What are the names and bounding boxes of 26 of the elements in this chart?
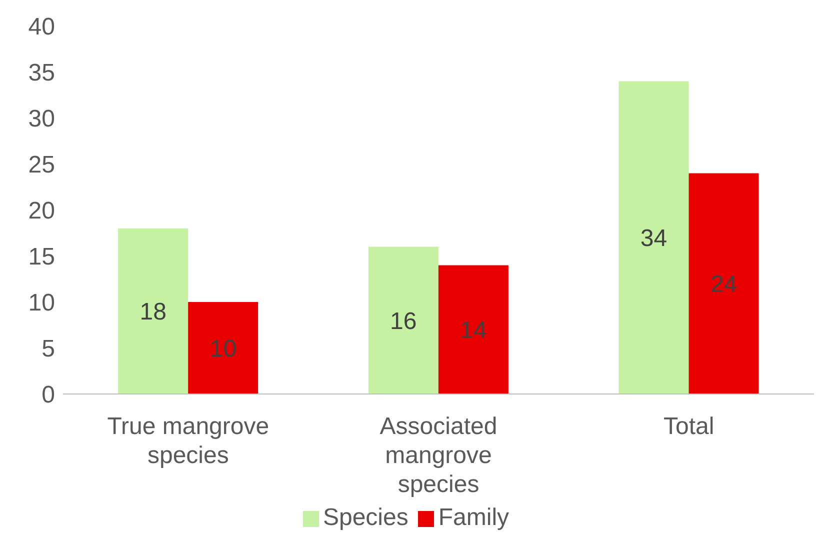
y-tick-label: 10 bbox=[28, 290, 55, 317]
data-label: 14 bbox=[460, 317, 487, 344]
y-tick-label: 5 bbox=[42, 336, 55, 363]
bar bbox=[118, 228, 188, 394]
y-tick-label: 35 bbox=[28, 60, 55, 87]
y-tick-label: 0 bbox=[42, 382, 55, 409]
data-label: 34 bbox=[640, 225, 668, 252]
data-label: 24 bbox=[710, 271, 738, 298]
x-tick-label: True mangrove species bbox=[107, 413, 270, 469]
y-tick-label: 40 bbox=[28, 14, 55, 41]
bar bbox=[438, 265, 508, 394]
legend-label: Species bbox=[322, 504, 408, 531]
bar bbox=[688, 173, 759, 394]
data-label: 10 bbox=[210, 336, 236, 363]
x-tick-label: Associated mangrove species bbox=[380, 413, 498, 498]
y-tick-label: 30 bbox=[28, 106, 55, 133]
bar bbox=[188, 302, 258, 394]
data-label: 16 bbox=[390, 308, 417, 335]
y-tick-label: 25 bbox=[28, 152, 55, 179]
x-tick-label: Total bbox=[663, 413, 714, 440]
bar bbox=[368, 246, 438, 394]
bar bbox=[618, 81, 689, 394]
legend-label: Family bbox=[438, 504, 510, 531]
data-label: 18 bbox=[140, 298, 166, 326]
y-tick-label: 15 bbox=[28, 244, 55, 271]
y-tick-label: 20 bbox=[28, 198, 55, 225]
